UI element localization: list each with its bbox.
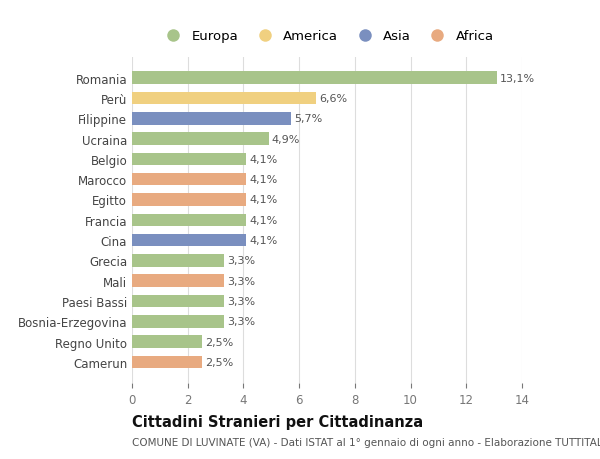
Bar <box>132 194 246 207</box>
Text: 2,5%: 2,5% <box>205 357 233 367</box>
Text: 4,9%: 4,9% <box>272 134 300 144</box>
Text: 3,3%: 3,3% <box>227 276 256 286</box>
Bar <box>132 336 202 348</box>
Bar <box>132 214 246 227</box>
Bar <box>132 295 224 308</box>
Bar <box>132 72 497 85</box>
Text: 3,3%: 3,3% <box>227 297 256 306</box>
Bar <box>132 113 291 125</box>
Text: 3,3%: 3,3% <box>227 317 256 327</box>
Text: COMUNE DI LUVINATE (VA) - Dati ISTAT al 1° gennaio di ogni anno - Elaborazione T: COMUNE DI LUVINATE (VA) - Dati ISTAT al … <box>132 437 600 447</box>
Text: 5,7%: 5,7% <box>294 114 322 124</box>
Text: 2,5%: 2,5% <box>205 337 233 347</box>
Text: 4,1%: 4,1% <box>250 155 278 164</box>
Text: 6,6%: 6,6% <box>319 94 347 104</box>
Text: 13,1%: 13,1% <box>500 73 535 84</box>
Bar <box>132 275 224 287</box>
Bar <box>132 174 246 186</box>
Bar <box>132 133 269 146</box>
Bar <box>132 356 202 369</box>
Text: Cittadini Stranieri per Cittadinanza: Cittadini Stranieri per Cittadinanza <box>132 414 423 429</box>
Bar <box>132 153 246 166</box>
Text: 4,1%: 4,1% <box>250 175 278 185</box>
Text: 3,3%: 3,3% <box>227 256 256 266</box>
Bar <box>132 315 224 328</box>
Text: 4,1%: 4,1% <box>250 215 278 225</box>
Bar <box>132 234 246 247</box>
Text: 4,1%: 4,1% <box>250 195 278 205</box>
Bar <box>132 255 224 267</box>
Bar <box>132 92 316 105</box>
Text: 4,1%: 4,1% <box>250 235 278 246</box>
Legend: Europa, America, Asia, Africa: Europa, America, Asia, Africa <box>155 25 499 48</box>
